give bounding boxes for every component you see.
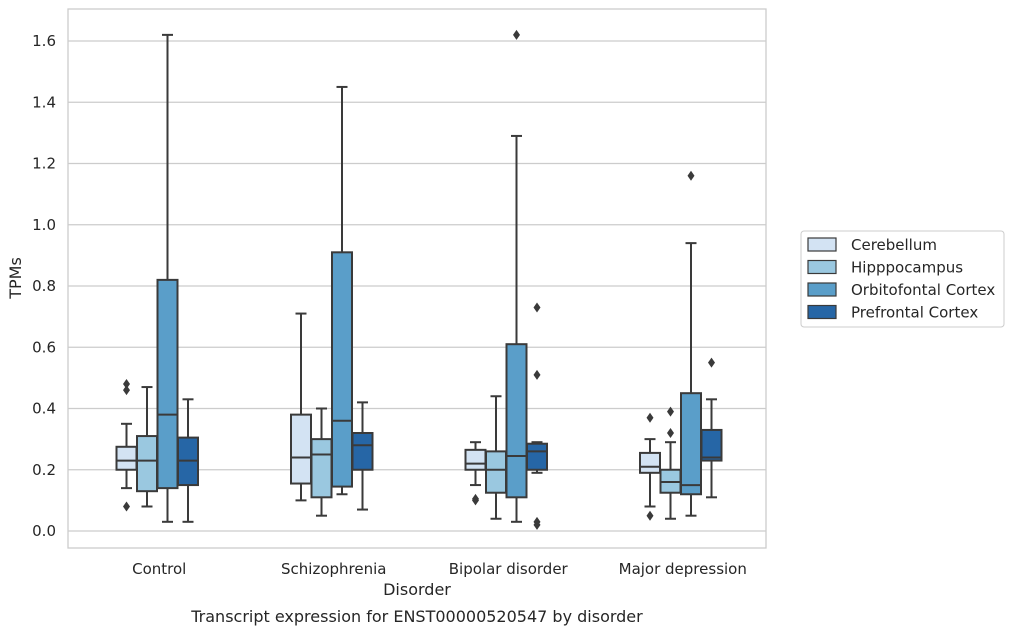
legend-swatch: [807, 259, 837, 275]
box: [156, 278, 179, 490]
box: [136, 435, 158, 493]
box: [464, 448, 487, 471]
box-group: [290, 85, 374, 517]
x-tick-labels: Control Schizophrenia Bipolar disorder Majo…: [132, 560, 747, 578]
outlier-point: [646, 510, 654, 521]
box: [331, 251, 353, 488]
y-tick-label: 1.0: [32, 216, 56, 234]
outlier-point: [708, 357, 715, 368]
box: [485, 450, 507, 494]
outlier-point: [533, 516, 541, 527]
y-tick-label: 1.6: [32, 32, 56, 50]
y-tick-label: 1.2: [32, 155, 56, 173]
y-tick-label: 1.4: [32, 93, 56, 111]
legend: Cerebellum Hipppocampus Orbitofontal Corte…: [800, 230, 1005, 328]
outlier-point: [646, 412, 654, 423]
box: [639, 451, 661, 474]
plot-frame: [67, 8, 767, 549]
x-axis-label: Disorder: [383, 580, 451, 599]
outlier-point: [472, 493, 479, 504]
x-tick-label: Schizophrenia: [281, 560, 386, 578]
legend-swatch: [807, 282, 837, 297]
y-tick-labels: 0.0 0.2 0.4 0.6 0.8 1.0 1.2 1.4 1.6: [32, 32, 56, 540]
outlier-point: [667, 428, 674, 438]
box: [680, 392, 702, 496]
box: [115, 445, 138, 471]
legend-label: Prefrontal Cortex: [851, 304, 978, 322]
x-tick-label: Major depression: [619, 560, 747, 578]
outlier-point: [513, 29, 520, 40]
grid-lines: [68, 40, 766, 532]
box-group: [639, 170, 723, 521]
y-tick-label: 0.4: [32, 400, 56, 418]
box-group: [464, 29, 548, 530]
outlier-point: [123, 385, 130, 396]
legend-frame: [800, 230, 1005, 328]
x-tick-label: Control: [132, 560, 186, 578]
legend-label: Orbitofontal Cortex: [851, 281, 995, 299]
y-tick-label: 0.6: [32, 338, 56, 356]
box-groups: [115, 29, 723, 530]
y-tick-label: 0.8: [32, 277, 56, 295]
outlier-point: [123, 501, 130, 512]
box: [526, 442, 548, 471]
outlier-point: [533, 369, 541, 380]
y-axis-label: TPMs: [6, 257, 25, 300]
box: [351, 432, 374, 471]
legend-label: Cerebellum: [851, 236, 937, 254]
box: [700, 428, 723, 462]
y-tick-label: 0.0: [32, 522, 56, 540]
x-tick-label: Bipolar disorder: [449, 560, 569, 578]
outlier-point: [687, 170, 695, 181]
box-group: [115, 33, 199, 523]
box: [290, 413, 312, 485]
box: [505, 343, 528, 499]
chart-caption: Transcript expression for ENST0000052054…: [190, 607, 643, 626]
y-tick-label: 0.2: [32, 461, 56, 479]
outlier-point: [123, 379, 130, 389]
legend-swatch: [807, 304, 837, 320]
legend-swatch: [807, 237, 837, 252]
legend-label: Hipppocampus: [851, 259, 963, 277]
outlier-point: [533, 302, 541, 313]
outlier-point: [667, 406, 674, 417]
box: [310, 438, 333, 499]
